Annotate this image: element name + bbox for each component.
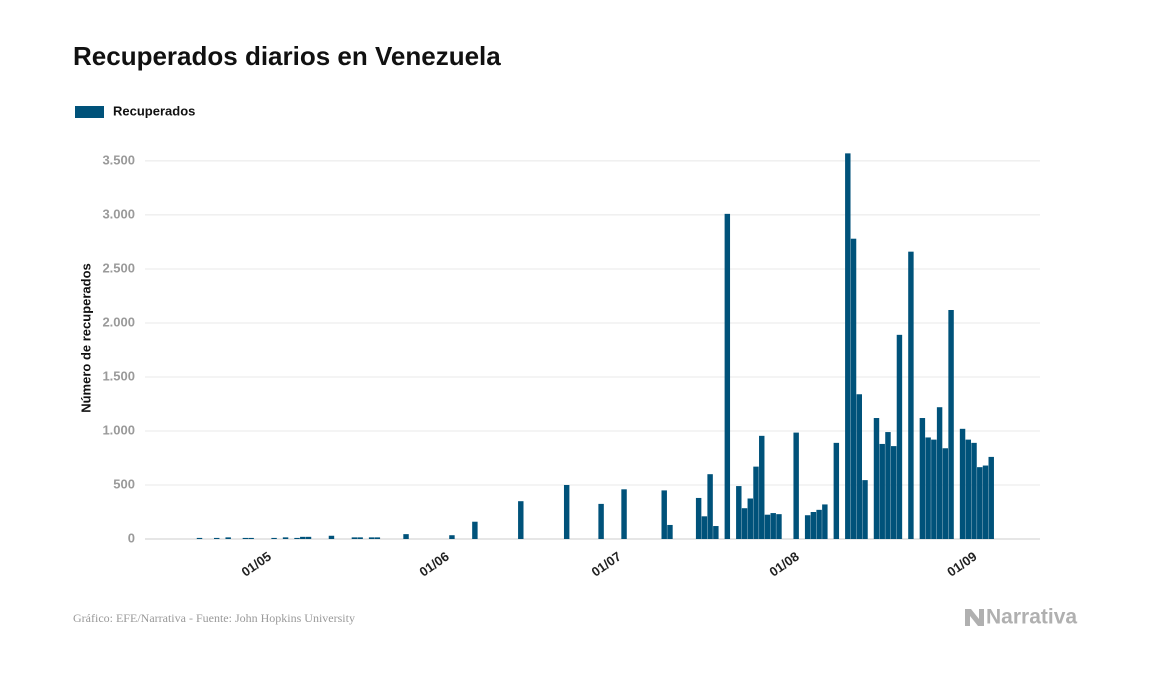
bar [959, 428, 966, 539]
bar [804, 515, 811, 539]
logo: Narrativa [986, 606, 1077, 629]
bar [856, 394, 862, 539]
y-tick-label: 3.500 [102, 152, 135, 167]
bar [282, 537, 289, 539]
bar [213, 537, 220, 539]
logo-icon [965, 609, 984, 626]
legend-swatch [75, 106, 104, 118]
x-tick-label: 01/06 [416, 549, 451, 580]
y-tick-label: 3.000 [102, 206, 135, 221]
bar [890, 446, 897, 539]
bar [770, 513, 776, 539]
y-tick-label: 2.000 [102, 314, 135, 329]
y-tick-label: 2.500 [102, 260, 135, 275]
bar [351, 537, 358, 539]
bar [328, 535, 335, 539]
y-axis-title: Número de recuperados [78, 263, 93, 413]
bar [196, 537, 203, 539]
source-note: Gráfico: EFE/Narrativa - Fuente: John Ho… [73, 611, 355, 625]
bar [908, 251, 914, 540]
bar [225, 537, 231, 539]
bar [707, 474, 713, 539]
bar [759, 435, 765, 539]
bar [931, 439, 937, 539]
bar [793, 432, 799, 539]
y-tick-label: 500 [113, 476, 135, 491]
bar [368, 537, 375, 539]
bar [713, 526, 719, 539]
bar [248, 537, 254, 539]
bar [357, 537, 363, 539]
bar [403, 534, 409, 539]
bar [449, 535, 455, 539]
y-tick-label: 0 [128, 530, 135, 545]
bar [862, 480, 868, 539]
bar [695, 497, 702, 539]
bar [753, 466, 759, 539]
bar [747, 498, 753, 539]
bar [879, 443, 885, 539]
bar [294, 537, 300, 539]
bar [305, 536, 312, 539]
bar [919, 418, 926, 539]
bar [925, 437, 931, 539]
bar [982, 465, 989, 539]
bar [833, 442, 840, 539]
y-tick-label: 1.500 [102, 368, 135, 383]
bar [948, 309, 954, 539]
x-tick-label: 01/08 [766, 549, 801, 580]
bar [810, 511, 817, 539]
bar [764, 514, 771, 539]
bar [661, 490, 667, 539]
x-tick-label: 01/09 [944, 549, 979, 580]
bar [885, 432, 891, 539]
bar [621, 489, 627, 539]
bar [701, 516, 708, 539]
bar [736, 486, 742, 539]
bar [965, 439, 972, 539]
bar [822, 504, 828, 539]
bar [845, 153, 851, 539]
bar [563, 484, 570, 539]
bar [971, 442, 977, 539]
bar [667, 524, 673, 539]
y-tick-label: 1.000 [102, 422, 135, 437]
bar [850, 238, 857, 539]
bar [936, 407, 943, 539]
x-tick-label: 01/07 [589, 549, 624, 580]
bar [942, 448, 949, 539]
x-tick-label: 01/05 [239, 549, 274, 580]
bar [741, 508, 748, 539]
bar [271, 537, 277, 539]
bar [896, 334, 903, 539]
bar [518, 501, 524, 539]
bar [472, 521, 478, 539]
bar [598, 503, 604, 539]
legend-label: Recuperados [113, 103, 195, 118]
bar [988, 456, 994, 539]
chart-title: Recuperados diarios en Venezuela [73, 41, 501, 71]
bar [776, 514, 782, 539]
bar [724, 213, 731, 539]
bar [374, 537, 381, 539]
bar [977, 467, 983, 539]
bar [816, 509, 822, 539]
bar [873, 418, 880, 539]
bar [242, 537, 249, 539]
bar [300, 536, 306, 539]
